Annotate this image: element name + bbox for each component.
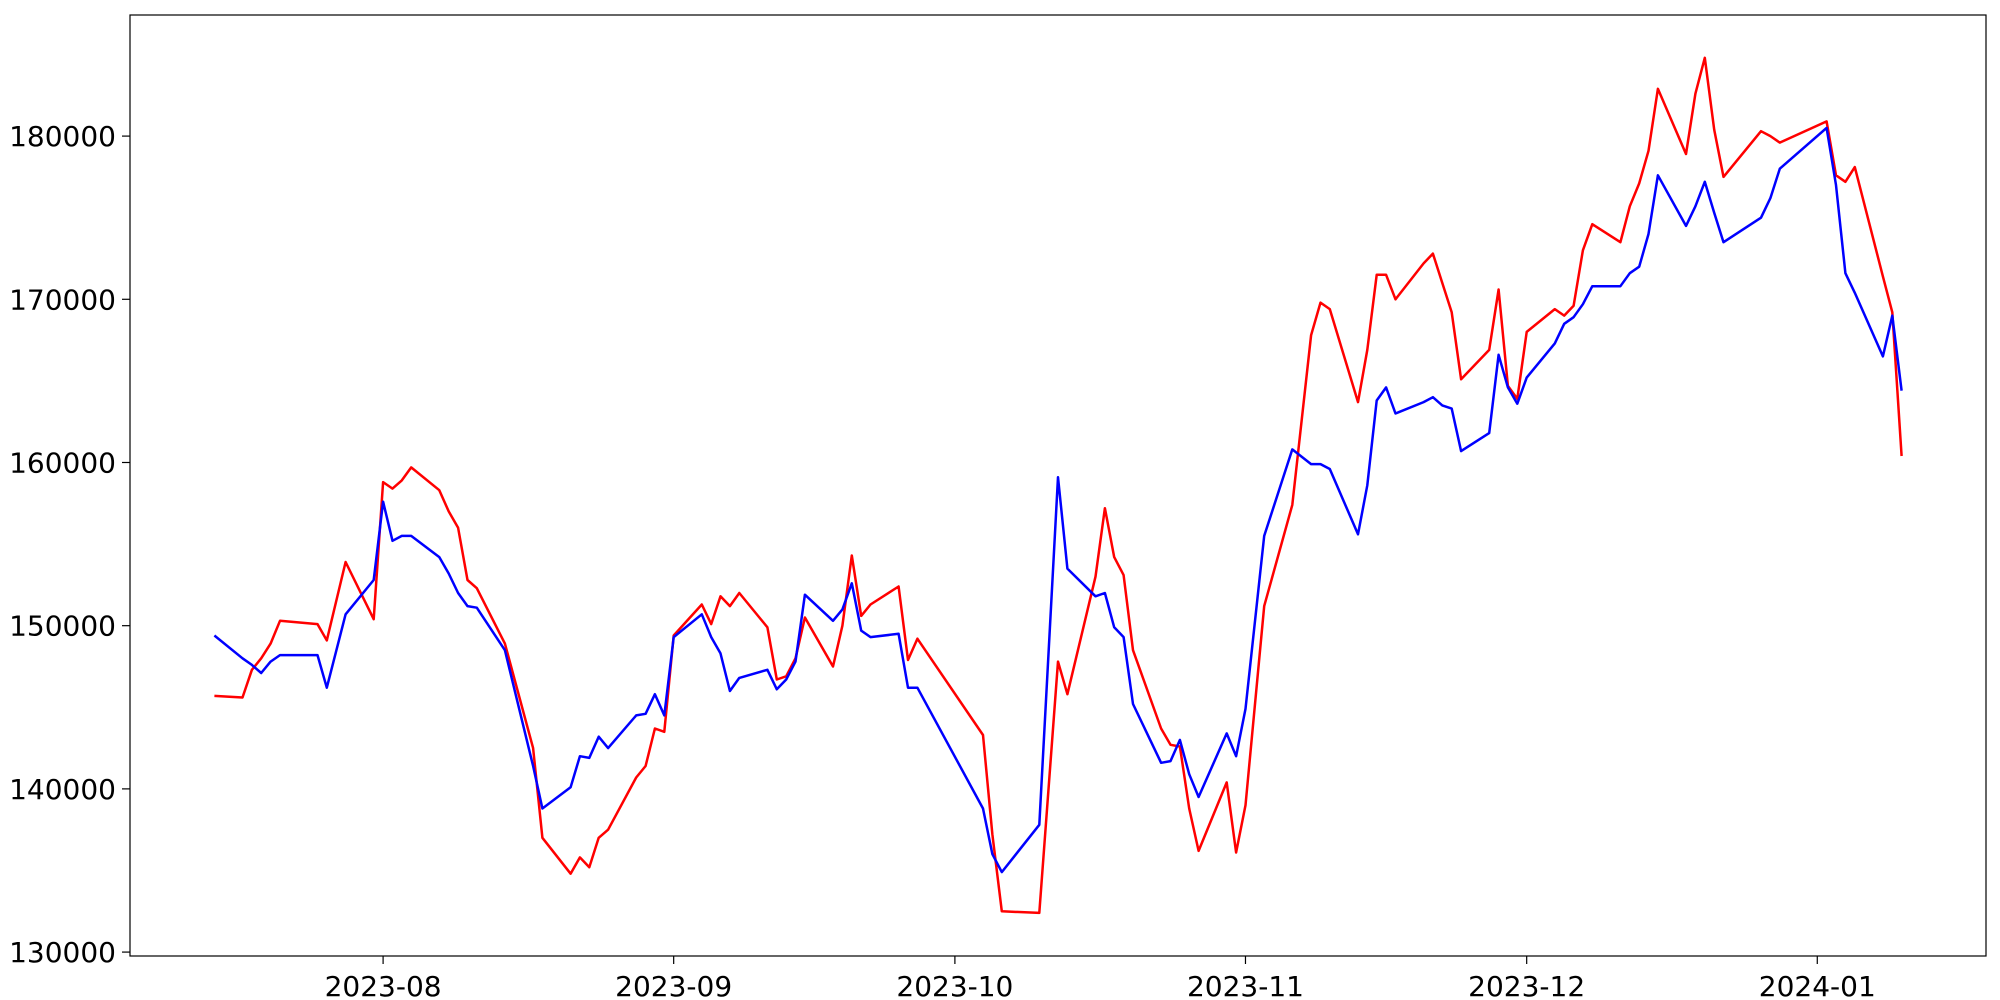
x-tick-label: 2024-01 bbox=[1759, 970, 1876, 1000]
plot-frame bbox=[129, 14, 1987, 957]
x-tick-label: 2023-08 bbox=[325, 970, 442, 1000]
y-tick-label: 130000 bbox=[9, 936, 116, 969]
x-tick-label: 2023-09 bbox=[615, 970, 732, 1000]
x-tick-label: 2023-10 bbox=[896, 970, 1013, 1000]
y-tick-label: 150000 bbox=[9, 610, 116, 643]
line-series bbox=[213, 126, 1903, 874]
x-tick-label: 2023-12 bbox=[1468, 970, 1585, 1000]
y-tick-label: 170000 bbox=[9, 283, 116, 316]
line-series bbox=[214, 56, 1903, 915]
y-tick-label: 140000 bbox=[9, 773, 116, 806]
y-tick-label: 160000 bbox=[9, 446, 116, 479]
x-tick-label: 2023-11 bbox=[1187, 970, 1304, 1000]
y-tick-label: 180000 bbox=[9, 120, 116, 153]
